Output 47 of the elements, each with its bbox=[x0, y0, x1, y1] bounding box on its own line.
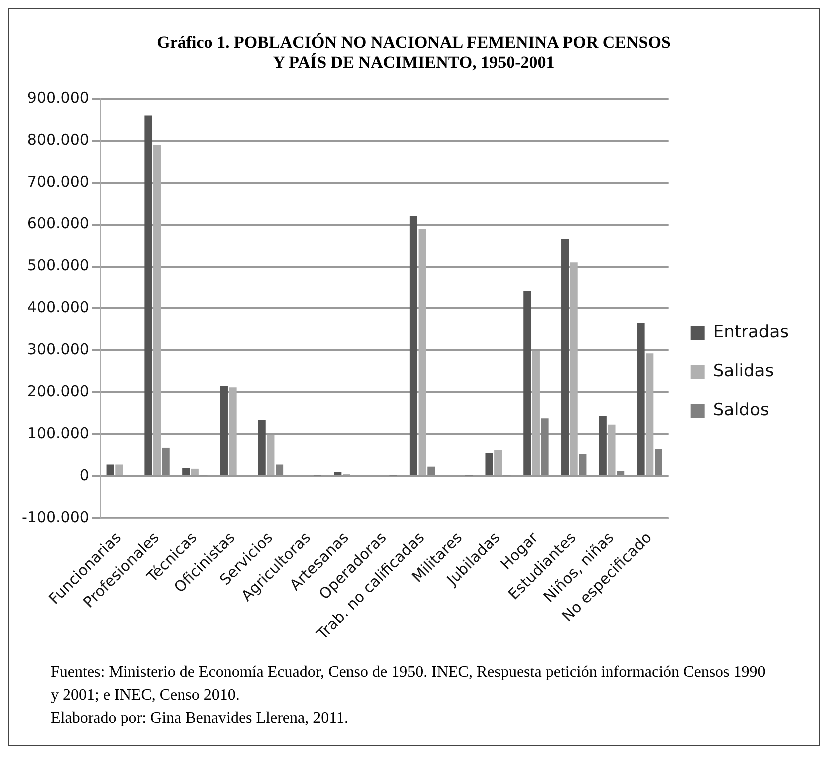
y-tick-label: 700.000 bbox=[27, 172, 90, 191]
bar bbox=[276, 464, 284, 476]
y-tick-label: 600.000 bbox=[27, 214, 90, 233]
bar bbox=[428, 466, 436, 476]
bar bbox=[637, 322, 645, 476]
bar bbox=[258, 420, 266, 476]
bar bbox=[486, 453, 494, 476]
bar bbox=[116, 464, 124, 476]
bar bbox=[532, 351, 540, 476]
bar bbox=[654, 449, 662, 476]
y-tick-label: 800.000 bbox=[27, 130, 90, 149]
bar bbox=[182, 468, 190, 476]
text: Elaborado por: Gina Benavides Llerena, 2011. bbox=[51, 709, 350, 730]
y-tick-label: 400.000 bbox=[27, 298, 90, 317]
legend-label: Entradas bbox=[713, 322, 790, 342]
y-tick-label: 100.000 bbox=[27, 424, 90, 442]
bar bbox=[646, 354, 654, 476]
bar bbox=[267, 435, 275, 476]
bar bbox=[410, 216, 418, 476]
chart-title: Gráfico 1. POBLACIÓN NO NACIONAL FEMENINA POR CENSOS Y PAÍS DE NACIMIENTO, 1950-2001 bbox=[156, 33, 672, 73]
bar bbox=[599, 416, 607, 476]
y-tick-label: 200.000 bbox=[27, 382, 90, 400]
bar bbox=[541, 418, 549, 476]
bar bbox=[162, 448, 170, 476]
bar bbox=[334, 472, 342, 476]
bar bbox=[220, 386, 228, 476]
bar bbox=[494, 450, 502, 476]
y-tick-label: 300.000 bbox=[27, 340, 90, 359]
bar bbox=[418, 229, 426, 476]
bar bbox=[154, 145, 162, 476]
bar bbox=[617, 471, 625, 476]
bar bbox=[579, 454, 587, 476]
y-tick-label: 500.000 bbox=[27, 256, 90, 275]
y-tick-label: -100.000 bbox=[22, 508, 90, 526]
bar bbox=[106, 464, 114, 476]
bar bbox=[144, 116, 152, 476]
bar bbox=[191, 468, 199, 476]
bar bbox=[570, 262, 578, 476]
y-tick-label: 900.000 bbox=[27, 88, 90, 107]
bar bbox=[229, 388, 237, 476]
bar bbox=[524, 292, 532, 476]
bar bbox=[562, 239, 570, 476]
y-tick-label: 0 bbox=[80, 466, 90, 484]
source-note: Fuentes: Ministerio de Economía Ecuador, Censo de 1950. INEC, Respuesta petición información Censos 1990 y 2001; e INEC, Censo 2010. bbox=[51, 663, 767, 706]
legend-label: Salidas bbox=[713, 361, 774, 382]
legend-label: Saldos bbox=[713, 400, 770, 420]
bar bbox=[608, 424, 616, 476]
